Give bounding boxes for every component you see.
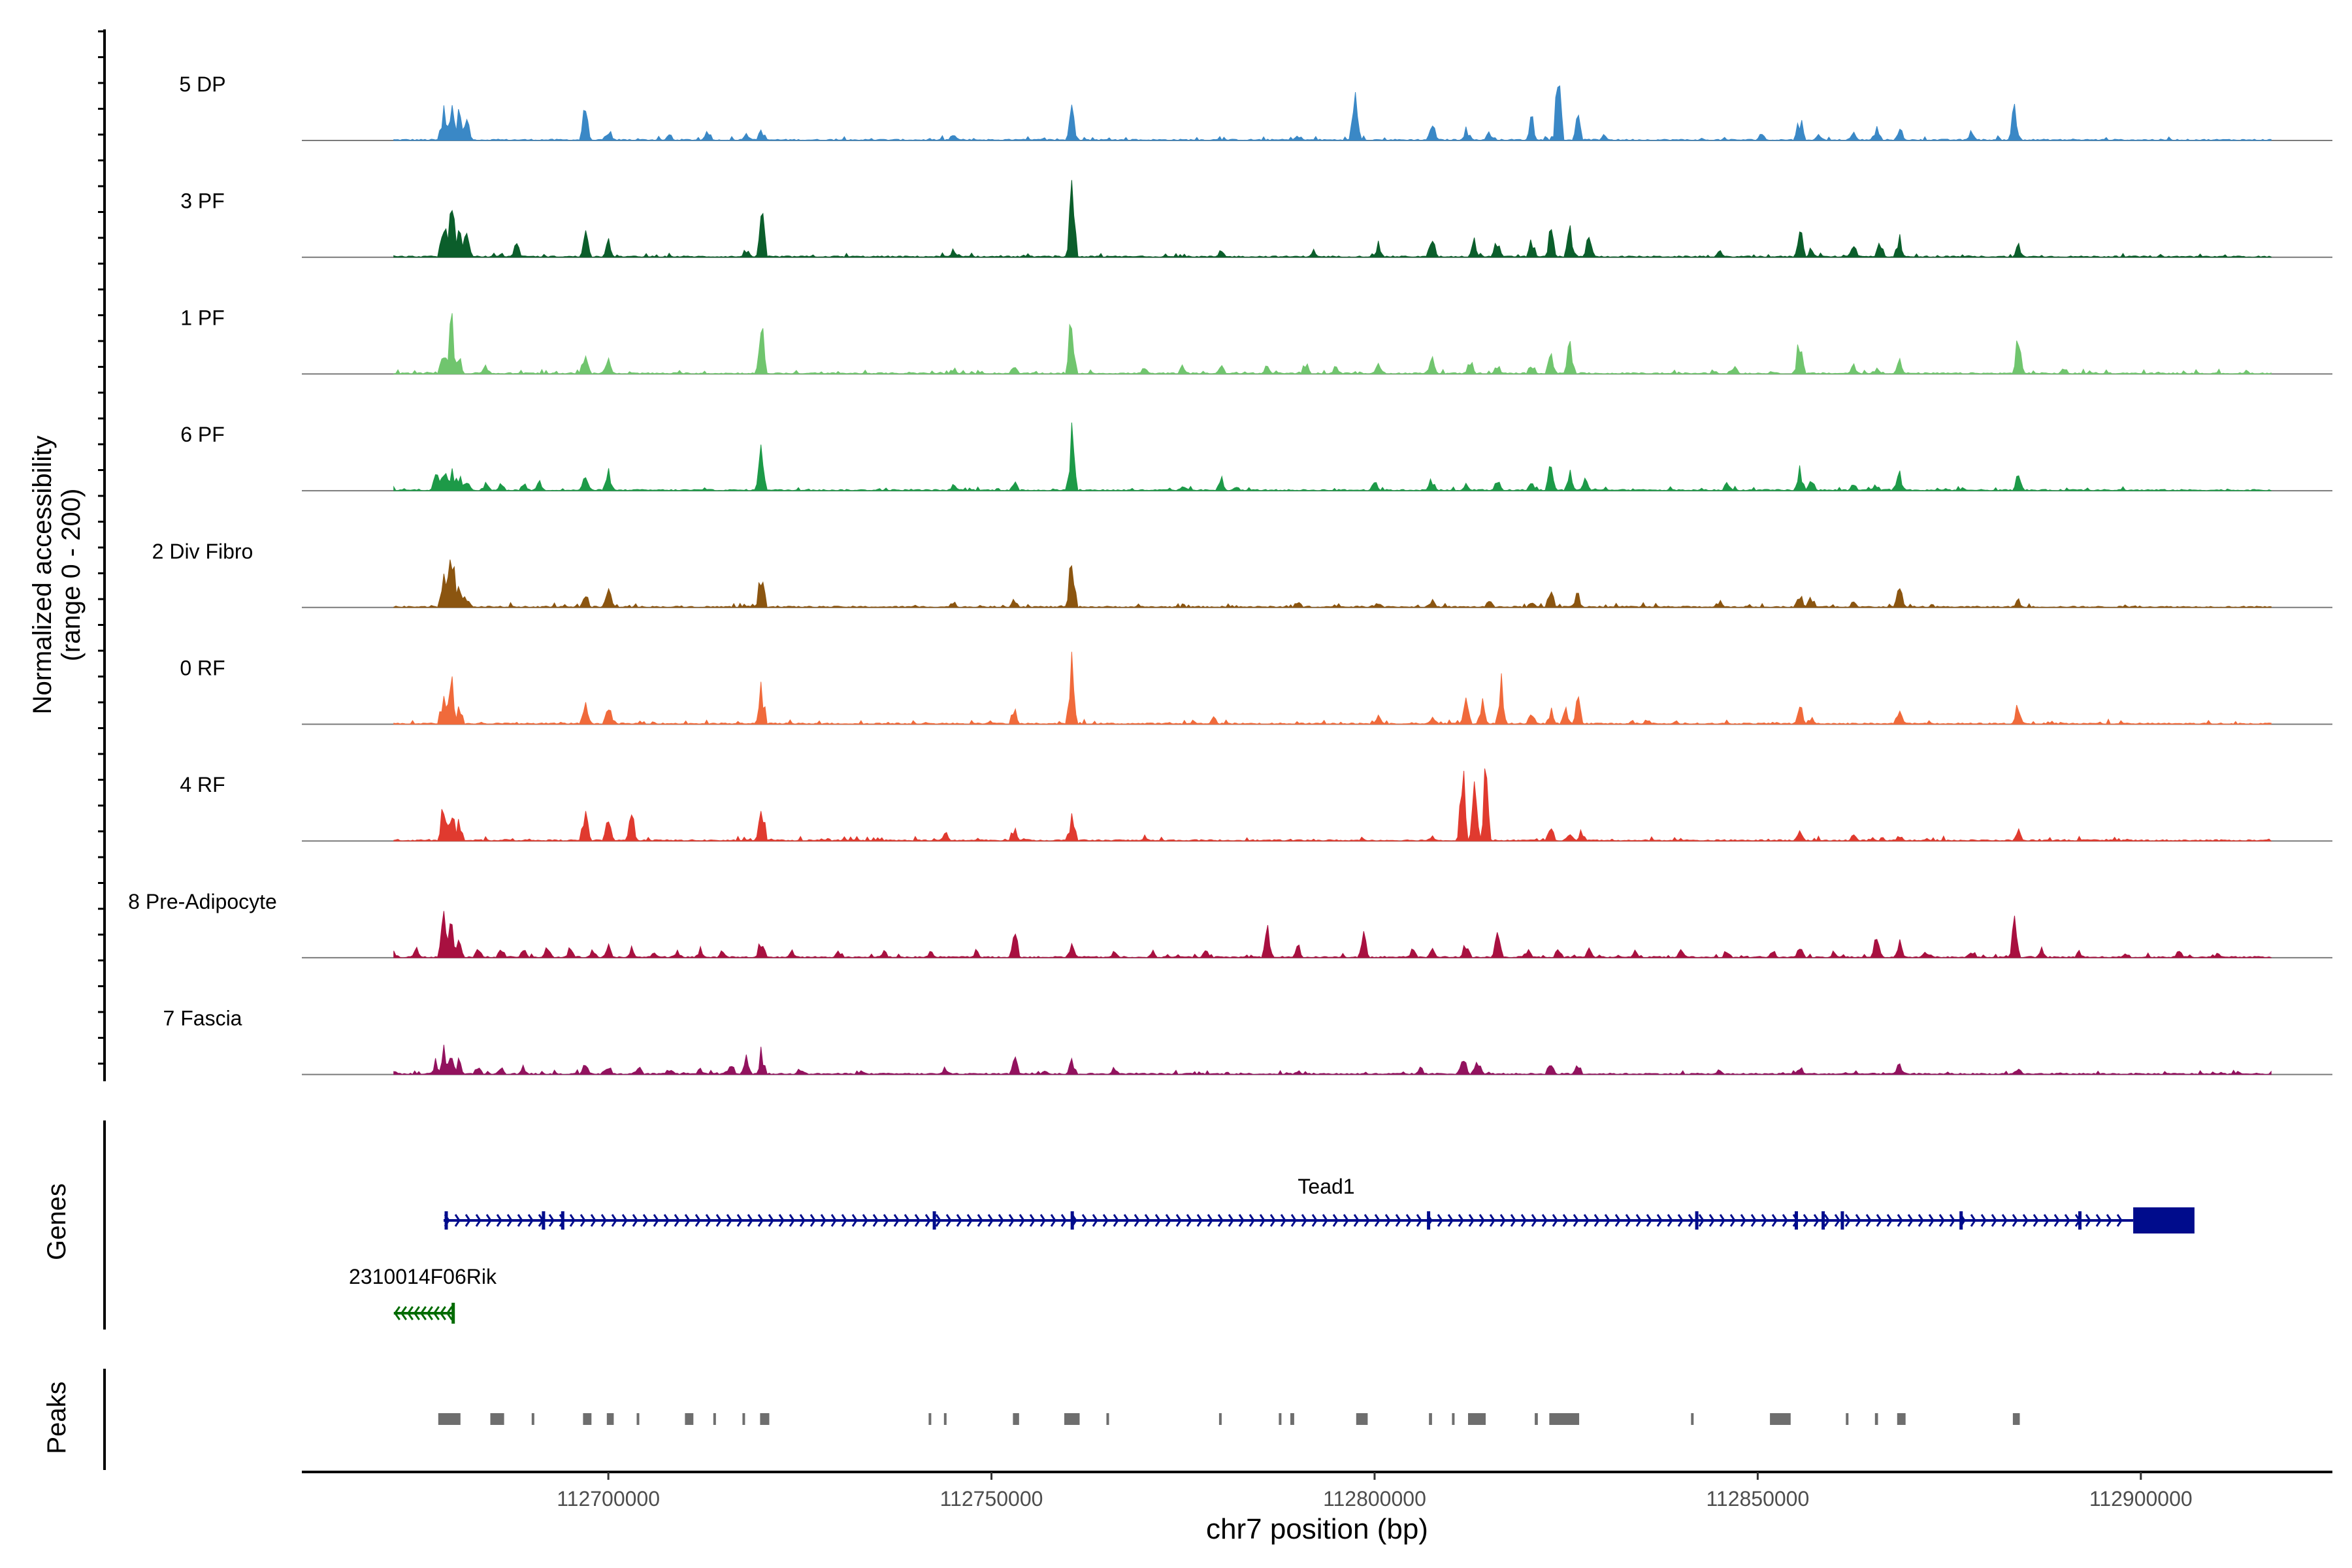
x-tick-label: 112800000 <box>1323 1487 1426 1511</box>
x-tick-label: 112900000 <box>2089 1487 2193 1511</box>
coverage-area <box>393 180 2272 258</box>
peak-region <box>1429 1413 1432 1425</box>
peaks-panel-label: Peaks <box>42 1381 71 1454</box>
track-3-pf: 3 PF <box>180 180 2332 258</box>
gene-tead1: Tead1 <box>443 1175 2195 1233</box>
gene-exon <box>1427 1211 1431 1230</box>
x-axis-ticks: 112700000 112750000 112800000 112850000 1129… <box>557 1472 2193 1511</box>
track-label: 8 Pre-Adipocyte <box>128 890 277 913</box>
gene-utr-block <box>2133 1207 2195 1233</box>
peak-region <box>1468 1413 1486 1425</box>
gene-exon <box>1795 1211 1798 1230</box>
peak-region <box>760 1413 770 1425</box>
peak-region <box>1897 1413 1906 1425</box>
gene-strand-chevrons <box>444 1214 2123 1227</box>
track-label: 3 PF <box>180 189 225 213</box>
gene-strand-chevrons <box>393 1306 453 1320</box>
track-0-rf: 0 RF <box>180 651 2332 725</box>
peak-region <box>2012 1413 2020 1425</box>
coverage-tracks: 5 DP 3 PF 1 PF 6 PF 2 Div Fibro 0 RF 4 RF 8 Pre… <box>128 73 2332 1075</box>
peak-region <box>1218 1413 1222 1425</box>
gene-label: Tead1 <box>1298 1175 1354 1198</box>
peak-region <box>1770 1413 1791 1425</box>
peak-region <box>1874 1413 1878 1425</box>
gene-exon <box>1840 1211 1844 1230</box>
coverage-area <box>393 313 2272 375</box>
y-axis-title-line2: (range 0 - 200) <box>57 489 86 662</box>
peak-region <box>1106 1413 1109 1425</box>
track-6-pf: 6 PF <box>180 422 2332 492</box>
peak-region <box>606 1413 614 1425</box>
peak-region <box>1279 1413 1282 1425</box>
track-label: 1 PF <box>180 306 225 329</box>
gene-exon <box>2078 1211 2082 1230</box>
peak-region <box>1356 1413 1368 1425</box>
coverage-area <box>393 1045 2272 1075</box>
peak-region <box>1691 1413 1694 1425</box>
track-label: 6 PF <box>180 423 225 446</box>
track-7-fascia: 7 Fascia <box>163 1007 2332 1075</box>
y-axis-title-line1: Normalized accessibility <box>28 436 57 715</box>
track-label: 7 Fascia <box>163 1007 242 1030</box>
coverage-area <box>393 85 2272 141</box>
peak-region <box>490 1413 504 1425</box>
gene-exon <box>1695 1211 1699 1230</box>
genes-panel-label: Genes <box>42 1183 71 1260</box>
peak-region <box>685 1413 694 1425</box>
track-5-dp: 5 DP <box>179 73 2332 141</box>
peak-region <box>1535 1413 1538 1425</box>
track-2-div-fibro: 2 Div Fibro <box>152 540 2332 608</box>
track-label: 5 DP <box>179 73 225 96</box>
track-8-pre-adipocyte: 8 Pre-Adipocyte <box>128 890 2332 958</box>
gene-exon <box>1959 1211 1963 1230</box>
peak-region <box>531 1413 534 1425</box>
track-label: 2 Div Fibro <box>152 540 253 563</box>
coverage-y-axis <box>98 29 106 1081</box>
gene-exon <box>542 1211 546 1230</box>
peak-region <box>928 1413 932 1425</box>
coverage-area <box>393 768 2272 841</box>
coverage-area <box>393 422 2272 491</box>
gene-label: 2310014F06Rik <box>349 1265 497 1288</box>
peak-region <box>943 1413 947 1425</box>
x-tick-label: 112750000 <box>940 1487 1043 1511</box>
peak-region <box>438 1413 461 1425</box>
x-tick-label: 112850000 <box>1706 1487 1809 1511</box>
gene-exon <box>451 1303 455 1324</box>
genes-panel: Tead1 2310014F06Rik <box>349 1175 2195 1324</box>
track-label: 4 RF <box>180 773 225 796</box>
peak-region <box>1846 1413 1849 1425</box>
peak-region <box>636 1413 640 1425</box>
peak-region <box>1290 1413 1294 1425</box>
track-1-pf: 1 PF <box>180 306 2332 375</box>
peak-region <box>713 1413 716 1425</box>
coverage-area <box>393 651 2272 725</box>
gene-exon <box>1070 1211 1074 1230</box>
gene-exon <box>561 1211 564 1230</box>
gene-exon <box>444 1211 448 1230</box>
x-tick-label: 112700000 <box>557 1487 660 1511</box>
track-4-rf: 4 RF <box>180 768 2332 842</box>
coverage-area <box>393 911 2272 958</box>
peak-region <box>1064 1413 1080 1425</box>
peak-region <box>1452 1413 1455 1425</box>
peak-region <box>583 1413 592 1425</box>
x-axis-title: chr7 position (bp) <box>1206 1513 1428 1545</box>
peaks-panel <box>438 1413 2020 1425</box>
peak-region <box>1013 1413 1019 1425</box>
gene-exon <box>1821 1211 1825 1230</box>
gene-2310014f06rik: 2310014F06Rik <box>349 1265 497 1324</box>
coverage-area <box>393 559 2272 608</box>
peak-region <box>1549 1413 1580 1425</box>
track-label: 0 RF <box>180 657 225 680</box>
peak-region <box>742 1413 745 1425</box>
gene-exon <box>932 1211 936 1230</box>
